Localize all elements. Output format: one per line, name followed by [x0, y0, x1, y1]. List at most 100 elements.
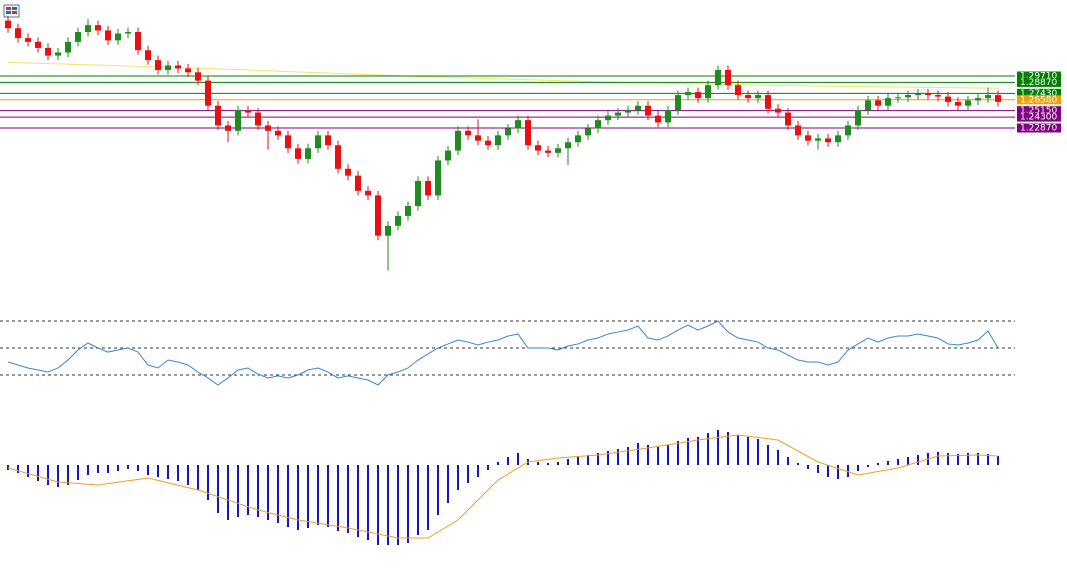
candle-body: [505, 128, 511, 136]
candle-body: [355, 175, 361, 191]
candle-body: [185, 68, 191, 73]
candle-body: [275, 130, 281, 136]
candle-body: [395, 215, 401, 226]
candle-body: [535, 145, 541, 151]
candle-body: [615, 112, 621, 116]
candle-body: [825, 138, 831, 143]
level-label: 1.29710: [1020, 72, 1057, 82]
level-label: 1.26580: [1020, 95, 1057, 105]
candle-body: [835, 135, 841, 143]
level-label-box: [1017, 112, 1061, 122]
candle-body: [65, 41, 71, 53]
candle-body: [935, 95, 941, 97]
level-label-box: [1017, 71, 1061, 81]
candle-body: [195, 72, 201, 81]
level-label: 1.27430: [1020, 89, 1057, 99]
candle-body: [495, 135, 501, 146]
candle-body: [105, 30, 111, 41]
candle-body: [695, 92, 701, 99]
candle-body: [805, 135, 811, 141]
candle-body: [425, 180, 431, 196]
candle-body: [965, 100, 971, 106]
candle-body: [925, 93, 931, 96]
candle-body: [795, 125, 801, 136]
candle-body: [675, 95, 681, 111]
candle-body: [785, 112, 791, 126]
candle-body: [585, 128, 591, 136]
candle-body: [205, 80, 211, 106]
candle-body: [725, 70, 731, 86]
candle-body: [175, 65, 181, 69]
candle-body: [995, 95, 1001, 102]
candle-body: [415, 180, 421, 207]
candle-body: [945, 96, 951, 102]
candle-body: [5, 20, 11, 29]
candle-body: [565, 142, 571, 149]
candle-body: [35, 41, 41, 48]
candle-body: [85, 25, 91, 32]
candle-body: [975, 98, 981, 101]
candle-body: [845, 125, 851, 136]
candle-body: [745, 95, 751, 99]
candle-body: [705, 85, 711, 99]
candle-body: [485, 140, 491, 146]
candle-body: [365, 190, 371, 196]
candle-body: [215, 105, 221, 126]
candle-body: [225, 125, 231, 131]
candle-body: [25, 38, 31, 42]
candle-body: [145, 50, 151, 61]
candle-body: [865, 100, 871, 111]
level-label: 1.24300: [1020, 113, 1057, 123]
candle-body: [295, 148, 301, 159]
candle-body: [575, 135, 581, 143]
candle-body: [45, 47, 51, 56]
candle-body: [345, 168, 351, 176]
candle-body: [305, 148, 311, 159]
candle-body: [435, 160, 441, 196]
level-label: 1.28870: [1020, 78, 1057, 88]
candle-body: [315, 135, 321, 149]
candle-body: [75, 32, 81, 42]
candle-body: [625, 110, 631, 113]
level-label-box: [1017, 95, 1061, 105]
candle-body: [595, 120, 601, 129]
candle-body: [885, 98, 891, 106]
candle-body: [735, 85, 741, 96]
candle-body: [405, 206, 411, 216]
candle-body: [15, 28, 21, 39]
candle-body: [855, 110, 861, 126]
chart-icon: [3, 4, 20, 18]
candle-body: [325, 135, 331, 146]
candle-body: [555, 148, 561, 153]
candle-body: [905, 95, 911, 98]
rsi-line: [7, 320, 999, 386]
candle-body: [815, 138, 821, 141]
candle-body: [915, 93, 921, 96]
level-label: 1.22870: [1020, 123, 1057, 133]
level-label-box: [1017, 77, 1061, 87]
level-label: 1.25150: [1020, 106, 1057, 116]
candle-body: [685, 92, 691, 96]
candle-body: [665, 110, 671, 123]
candle-body: [155, 60, 161, 70]
candle-body: [875, 100, 881, 106]
level-label-box: [1017, 88, 1061, 98]
signal-line: [7, 434, 999, 539]
candle-body: [605, 115, 611, 121]
candle-body: [455, 130, 461, 151]
candle-body: [375, 195, 381, 236]
candle-body: [985, 95, 991, 99]
candle-body: [465, 130, 471, 136]
candle-body: [895, 97, 901, 99]
candle-body: [955, 101, 961, 106]
candle-body: [165, 65, 171, 70]
candle-body: [645, 105, 651, 116]
candle-body: [245, 110, 251, 113]
candle-body: [255, 112, 261, 126]
candle-body: [135, 32, 141, 51]
candle-body: [515, 120, 521, 129]
candle-body: [125, 32, 131, 34]
candle-body: [335, 145, 341, 169]
candle-body: [755, 95, 761, 99]
